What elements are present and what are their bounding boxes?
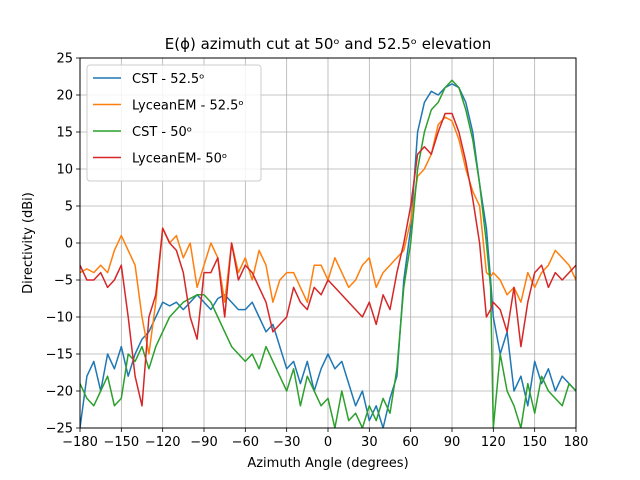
x-tick-label: 0 bbox=[324, 435, 332, 450]
y-tick-label: 5 bbox=[65, 200, 73, 215]
x-tick-label: −30 bbox=[273, 435, 300, 450]
y-tick-label: 25 bbox=[56, 52, 73, 67]
x-tick-label: −60 bbox=[232, 435, 259, 450]
x-tick-label: −180 bbox=[62, 435, 98, 450]
series-line-3 bbox=[80, 79, 576, 428]
y-tick-label: −25 bbox=[46, 422, 73, 437]
y-tick-label: 0 bbox=[65, 237, 73, 252]
x-tick-label: 150 bbox=[522, 435, 547, 450]
y-tick-label: −5 bbox=[54, 274, 73, 289]
x-tick-label: 90 bbox=[444, 435, 461, 450]
y-tick-label: 15 bbox=[56, 126, 73, 141]
series-line-1 bbox=[80, 83, 576, 428]
x-tick-label: 30 bbox=[361, 435, 378, 450]
y-tick-label: −10 bbox=[46, 311, 73, 326]
y-tick-label: −20 bbox=[46, 385, 73, 400]
y-tick-label: 20 bbox=[56, 89, 73, 104]
legend-box bbox=[86, 64, 262, 182]
series-layer bbox=[80, 79, 576, 428]
x-axis-label: Azimuth Angle (degrees) bbox=[247, 456, 408, 471]
chart-title: E(ϕ) azimuth cut at 50ᵒ and 52.5ᵒ elevat… bbox=[165, 35, 491, 53]
x-tick-label: −90 bbox=[190, 435, 217, 450]
y-axis-label: Directivity (dBi) bbox=[21, 192, 36, 294]
series-line-4 bbox=[80, 112, 576, 407]
x-tick-label: 60 bbox=[402, 435, 419, 450]
x-tick-label: −120 bbox=[145, 435, 181, 450]
legend-label: CST - 50ᵒ bbox=[132, 125, 192, 140]
legend-label: LyceanEM- 50ᵒ bbox=[132, 152, 227, 167]
x-tick-label: −150 bbox=[103, 435, 139, 450]
x-tick-label: 180 bbox=[564, 435, 589, 450]
x-tick-label: 120 bbox=[481, 435, 506, 450]
y-tick-label: −15 bbox=[46, 348, 73, 363]
axis-ticks: −180 −150 −120 −90 −60 −30 0 30 60 90 120 150 180−25… bbox=[46, 52, 589, 451]
legend-label: LyceanEM - 52.5ᵒ bbox=[132, 99, 244, 114]
legend: CST - 52.5ᵒ LyceanEM - 52.5ᵒ CST - 50ᵒ Lyce… bbox=[86, 64, 262, 182]
y-tick-label: 10 bbox=[56, 163, 73, 178]
legend-label: CST - 52.5ᵒ bbox=[132, 72, 205, 87]
